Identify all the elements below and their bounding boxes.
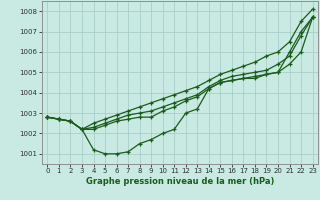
X-axis label: Graphe pression niveau de la mer (hPa): Graphe pression niveau de la mer (hPa): [86, 177, 274, 186]
